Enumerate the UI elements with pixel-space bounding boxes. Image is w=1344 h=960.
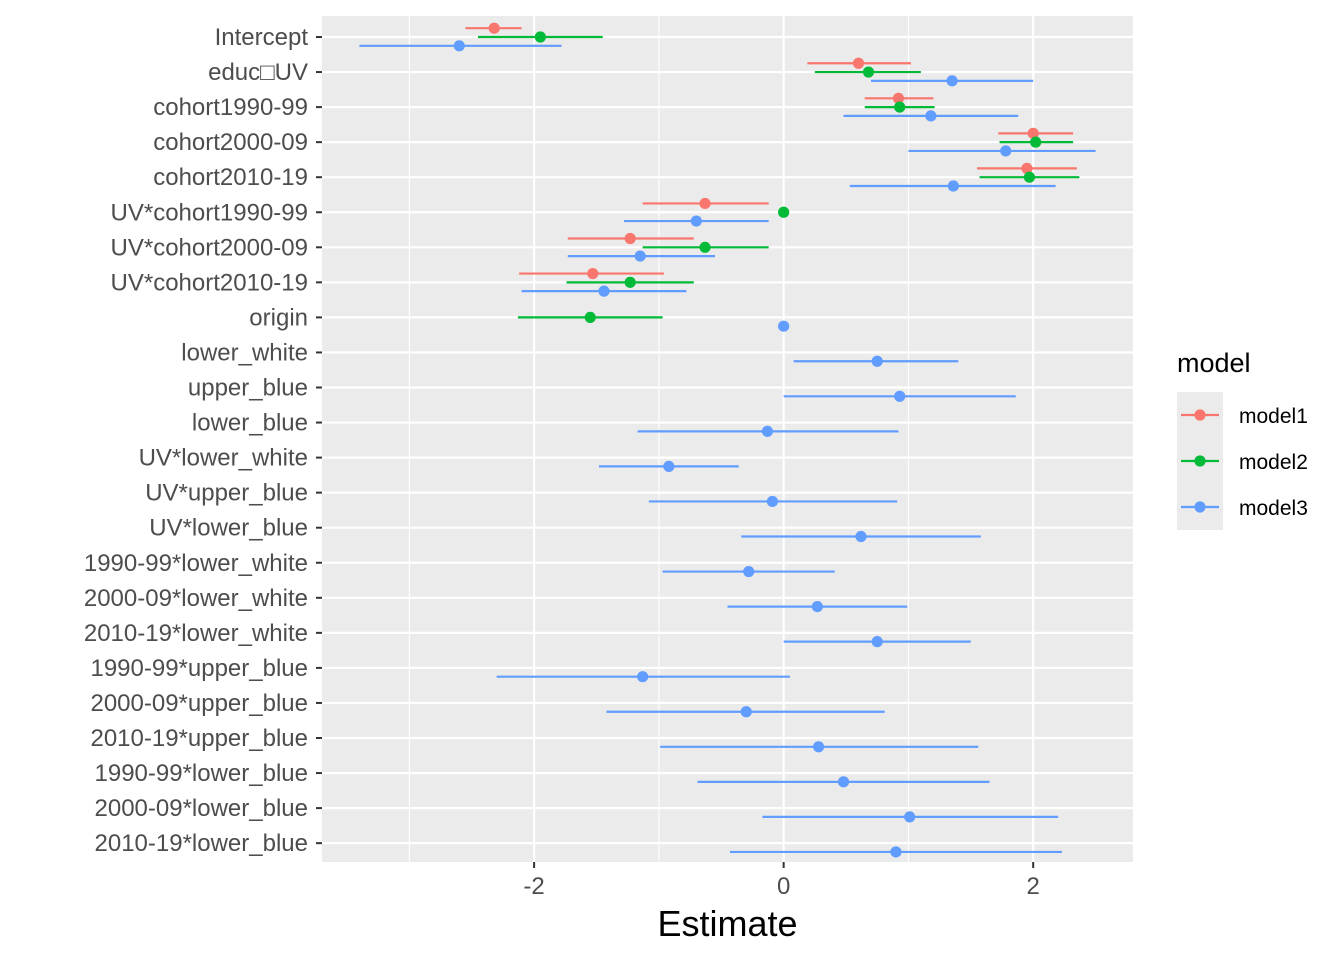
y-tick-label: 2000-09*upper_blue	[90, 690, 308, 717]
x-tick-label: -2	[523, 873, 544, 900]
point-model3	[663, 460, 675, 472]
legend-label-model1: model1	[1239, 405, 1308, 428]
point-model2	[584, 311, 596, 323]
y-tick-label: Intercept	[215, 24, 309, 51]
y-axis: Intercept educ□UV cohort1990-99 cohort2000-…	[84, 24, 322, 857]
y-tick-label: 1990-99*lower_blue	[95, 760, 309, 787]
y-tick-label: lower_white	[181, 339, 308, 366]
y-tick-label: 2000-09*lower_white	[84, 585, 308, 612]
y-tick-label: UV*cohort2010-19	[111, 269, 308, 296]
y-tick-label: UV*lower_blue	[149, 515, 308, 542]
y-tick-label: 2010-19*lower_blue	[95, 830, 309, 857]
y-tick-label: upper_blue	[188, 375, 308, 402]
point-model3	[1000, 145, 1012, 157]
y-tick-label: cohort2000-09	[153, 129, 308, 156]
point-model3	[743, 565, 755, 578]
x-axis: -2 0 2	[523, 862, 1040, 900]
point-model3	[598, 285, 610, 297]
data-marks	[359, 22, 1096, 858]
point-model3	[890, 846, 902, 858]
y-tick-label: 2010-19*upper_blue	[90, 725, 308, 752]
point-model3	[761, 425, 774, 437]
point-model2	[534, 31, 546, 43]
point-model2	[778, 206, 790, 218]
legend: model model1 model2 model3	[1177, 348, 1308, 530]
point-model3	[925, 110, 937, 122]
x-axis-title: Estimate	[657, 903, 797, 944]
legend-title: model	[1177, 348, 1251, 378]
y-tick-label: 1990-99*upper_blue	[90, 655, 308, 682]
point-model3	[740, 706, 752, 718]
point-model3	[453, 40, 465, 52]
point-model2	[1030, 136, 1042, 148]
y-tick-label: 1990-99*lower_white	[84, 550, 308, 577]
point-model3	[855, 530, 867, 543]
point-model3	[947, 180, 959, 192]
point-model1	[488, 22, 500, 34]
point-model3	[894, 390, 906, 402]
point-model3	[778, 320, 790, 332]
point-model3	[946, 75, 958, 87]
legend-key-point-model3	[1194, 501, 1206, 513]
y-tick-label: UV*upper_blue	[145, 480, 308, 507]
point-model1	[852, 57, 865, 69]
point-model1	[587, 267, 599, 280]
point-model3	[837, 776, 850, 788]
legend-key-point-model2	[1194, 455, 1206, 467]
point-model1	[699, 197, 711, 210]
point-model1	[624, 232, 636, 245]
y-tick-label: UV*cohort1990-99	[111, 199, 308, 226]
point-model3	[871, 636, 883, 648]
y-tick-label: cohort2010-19	[153, 164, 308, 191]
point-model1	[892, 92, 905, 104]
point-model3	[690, 215, 702, 227]
point-model2	[1023, 171, 1036, 183]
legend-label-model2: model2	[1239, 451, 1308, 474]
minor-gridlines	[408, 16, 909, 862]
y-tick-label: educ□UV	[208, 59, 308, 86]
legend-key-point-model1	[1194, 409, 1206, 421]
point-model3	[766, 495, 779, 508]
y-tick-label: 2000-09*lower_blue	[95, 795, 309, 822]
point-model3	[812, 741, 825, 753]
plot-panel	[322, 16, 1133, 862]
point-model1	[1021, 162, 1033, 174]
point-model3	[871, 355, 883, 367]
point-model3	[811, 601, 823, 613]
point-model2	[894, 101, 906, 113]
point-model2	[699, 241, 711, 253]
point-model2	[862, 66, 875, 78]
x-tick-label: 0	[777, 873, 790, 900]
point-model3	[637, 671, 649, 683]
y-tick-label: origin	[249, 304, 308, 331]
y-tick-label: cohort1990-99	[153, 94, 308, 121]
y-tick-label: 2010-19*lower_white	[84, 620, 308, 647]
legend-label-model3: model3	[1239, 497, 1308, 520]
point-model3	[904, 811, 916, 823]
x-tick-label: 2	[1027, 873, 1040, 900]
y-tick-label: UV*cohort2000-09	[111, 234, 308, 261]
y-tick-label: lower_blue	[192, 410, 308, 437]
y-tick-label: UV*lower_white	[139, 445, 308, 472]
point-model1	[1027, 127, 1039, 139]
point-model3	[634, 250, 646, 262]
point-model2	[624, 276, 636, 288]
